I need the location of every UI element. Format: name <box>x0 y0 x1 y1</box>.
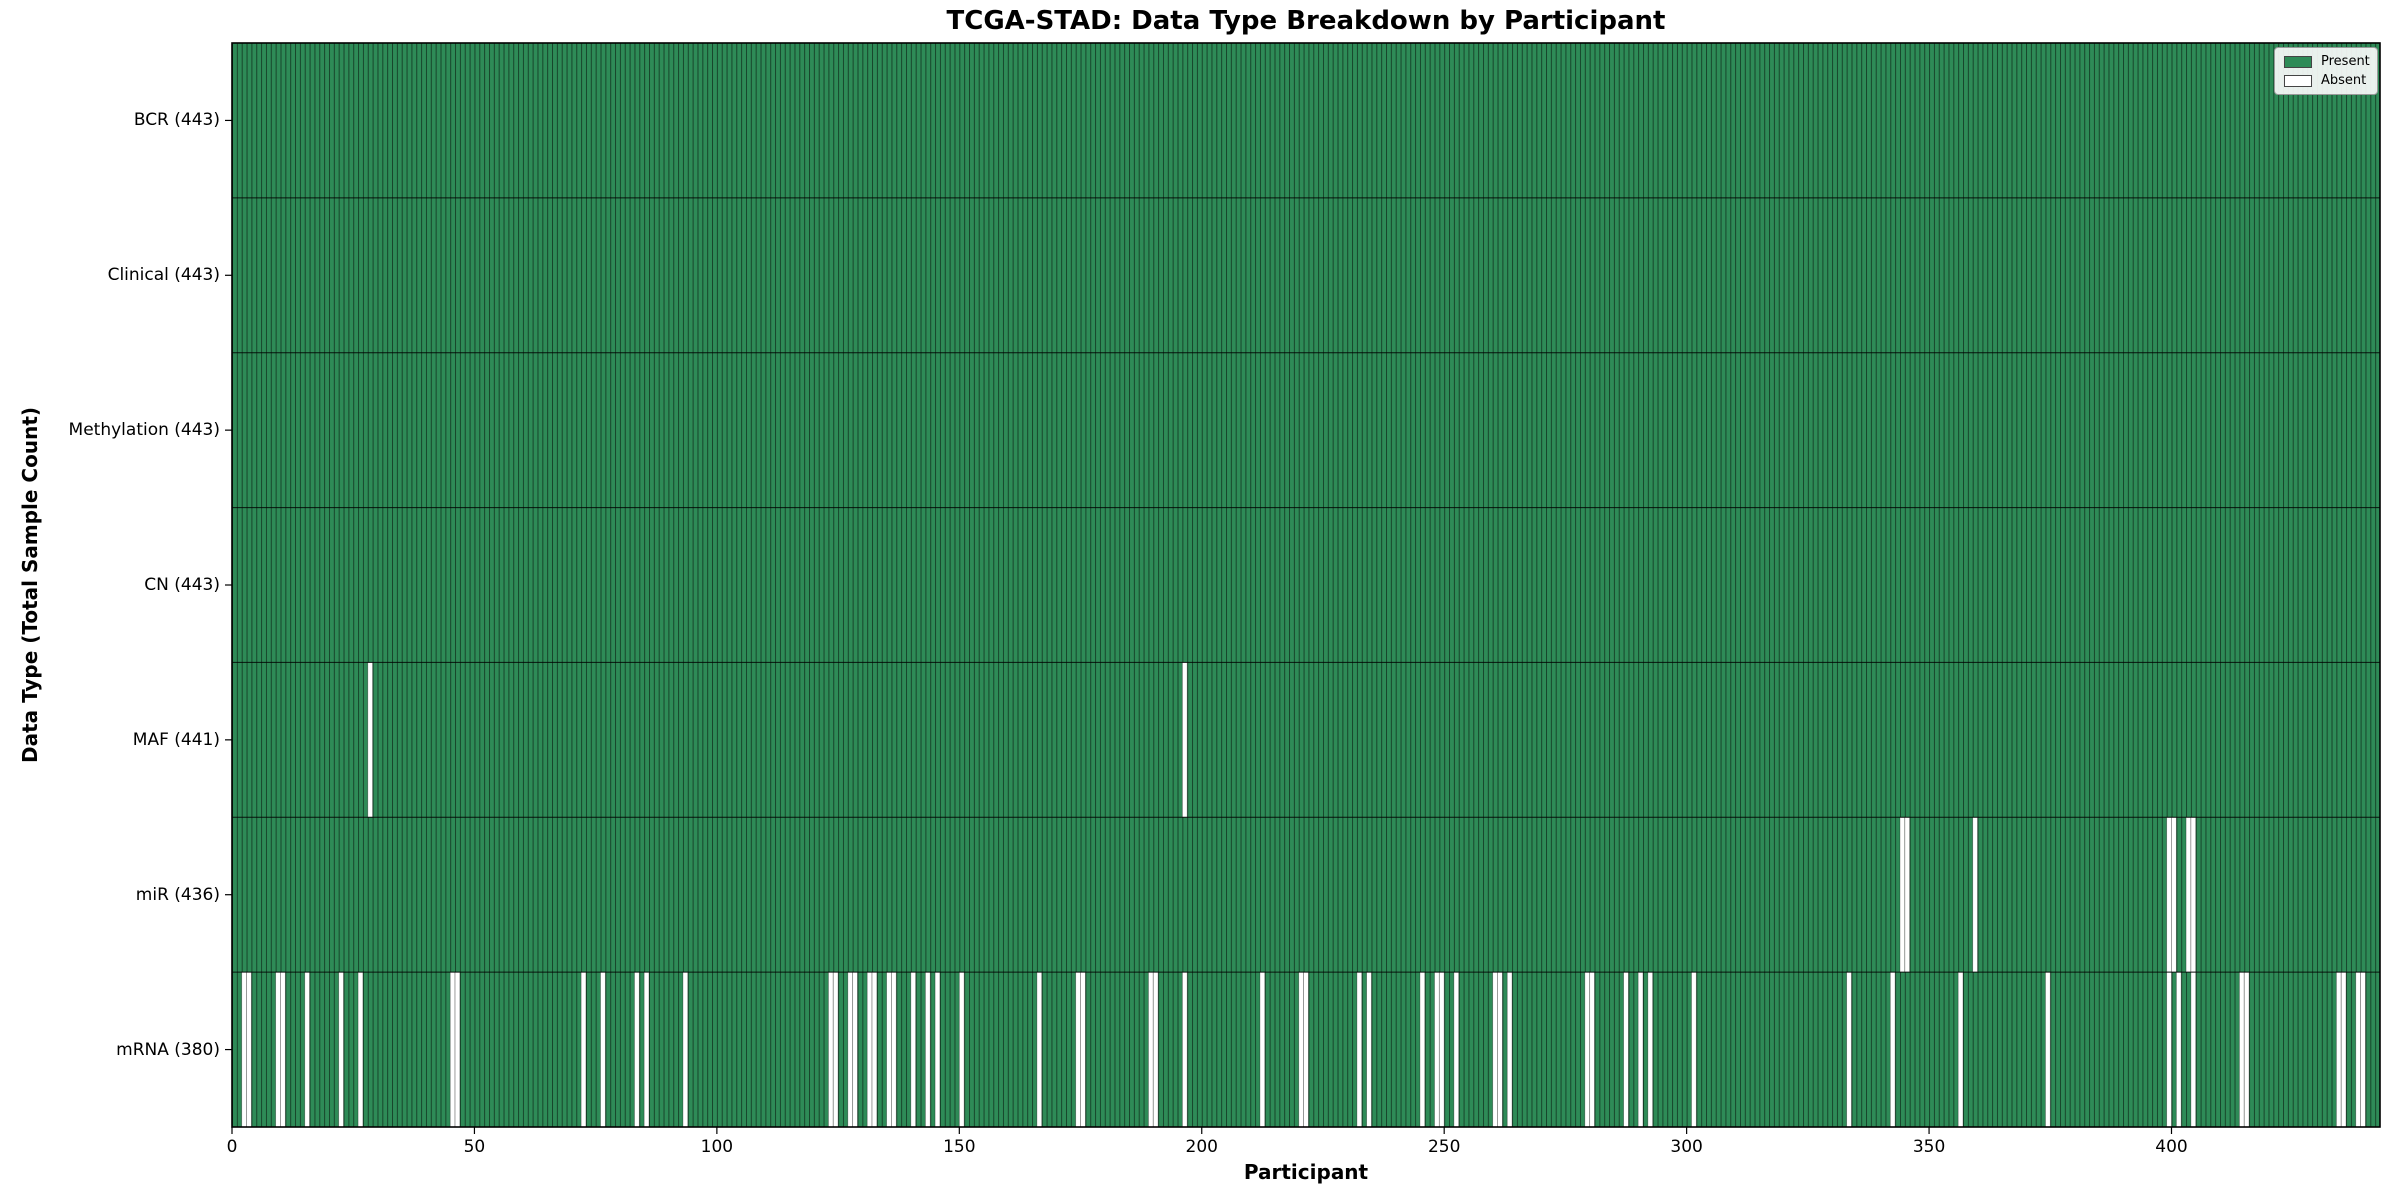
absent-cell <box>934 971 941 1128</box>
absent-cell <box>2190 971 2197 1128</box>
absent-cell <box>1080 971 1086 1128</box>
absent-cell <box>832 971 839 1128</box>
x-tick-label: 400 <box>2155 1137 2188 1157</box>
y-tick-label: MAF (441) <box>132 729 220 750</box>
absent-cell <box>634 971 640 1128</box>
absent-cell <box>1889 971 1896 1128</box>
absent-cell <box>2360 971 2366 1128</box>
legend-absent-swatch <box>2284 74 2312 87</box>
absent-cell <box>1584 971 1591 1128</box>
absent-cell <box>2166 971 2172 1128</box>
absent-cell <box>2190 816 2197 973</box>
absent-cell <box>2340 971 2347 1128</box>
absent-cell <box>338 971 344 1128</box>
absent-cell <box>2185 816 2192 973</box>
absent-cell <box>1181 662 1188 818</box>
x-tick-label: 250 <box>1427 1137 1461 1157</box>
absent-cell <box>1438 971 1445 1128</box>
absent-cell <box>600 971 606 1128</box>
y-tick-label: mRNA (380) <box>116 1039 220 1060</box>
absent-cell <box>1904 816 1911 973</box>
absent-cell <box>1148 971 1154 1128</box>
absent-cell <box>2175 971 2182 1128</box>
x-tick-label: 100 <box>700 1137 734 1157</box>
absent-cell <box>1152 971 1159 1128</box>
absent-cell <box>1298 971 1304 1128</box>
y-tick-label: Clinical (443) <box>107 265 220 286</box>
absent-cell <box>924 971 931 1128</box>
absent-cell <box>886 971 892 1128</box>
absent-cell <box>1497 971 1503 1128</box>
legend-present-label: Present <box>2321 54 2370 69</box>
y-tick-label: Methylation (443) <box>68 420 220 441</box>
legend-present-swatch <box>2284 55 2312 68</box>
absent-cell <box>1303 971 1309 1128</box>
chart-title: TCGA-STAD: Data Type Breakdown by Partic… <box>946 6 1666 36</box>
absent-cell <box>910 971 917 1128</box>
absent-cell <box>682 971 689 1128</box>
absent-cell <box>304 971 310 1128</box>
x-tick-label: 50 <box>463 1137 486 1157</box>
absent-cell <box>1259 971 1266 1128</box>
absent-cell <box>1647 971 1654 1128</box>
absent-cell <box>1356 971 1363 1128</box>
legend-absent-label: Absent <box>2321 73 2367 88</box>
absent-cell <box>1036 971 1043 1128</box>
absent-cell <box>2171 816 2177 973</box>
absent-cell <box>241 971 247 1128</box>
absent-cell <box>1181 971 1188 1128</box>
absent-cell <box>1419 971 1426 1128</box>
x-tick-label: 200 <box>1185 1137 1218 1157</box>
absent-cell <box>891 971 897 1128</box>
absent-cell <box>1637 971 1644 1128</box>
absent-cell <box>643 971 650 1128</box>
y-tick-label: CN (443) <box>144 575 220 595</box>
absent-cell <box>1492 971 1498 1128</box>
absent-cell <box>2243 971 2250 1128</box>
absent-cell <box>871 971 878 1128</box>
absent-cell <box>1366 971 1372 1128</box>
absent-cell <box>275 971 281 1128</box>
x-tick-label: 150 <box>943 1137 976 1157</box>
absent-cell <box>2238 971 2245 1128</box>
absent-cell <box>866 971 873 1128</box>
absent-cell <box>1434 971 1440 1128</box>
absent-cell <box>454 971 461 1128</box>
absent-cell <box>2335 971 2342 1128</box>
legend: Present Absent <box>2274 47 2378 95</box>
absent-cell <box>1691 971 1697 1128</box>
absent-cell <box>1623 971 1629 1128</box>
absent-cell <box>2166 816 2172 973</box>
absent-cell <box>1972 816 1978 973</box>
x-tick-label: 0 <box>226 1137 238 1157</box>
absent-cell <box>1589 971 1595 1128</box>
absent-cell <box>1846 971 1852 1128</box>
absent-cell <box>580 971 587 1128</box>
absent-cell <box>367 662 374 818</box>
absent-cell <box>958 971 965 1128</box>
y-tick-label: BCR (443) <box>133 110 220 131</box>
absent-cell <box>2045 971 2051 1128</box>
y-tick-label: miR (436) <box>135 884 220 905</box>
absent-cell <box>827 971 834 1128</box>
absent-cell <box>246 971 252 1128</box>
absent-cell <box>1957 971 1964 1128</box>
legend-row-present: Present <box>2284 54 2370 69</box>
absent-cell <box>1899 816 1906 973</box>
absent-cell <box>280 971 286 1128</box>
legend-row-absent: Absent <box>2284 74 2368 87</box>
x-axis-label: Participant <box>1243 1160 1369 1184</box>
absent-cell <box>852 971 858 1128</box>
x-tick-label: 350 <box>1912 1137 1946 1157</box>
absent-cell <box>1075 971 1081 1128</box>
absent-cell <box>449 971 456 1128</box>
absent-cell <box>847 971 854 1128</box>
absent-cell <box>1506 971 1513 1128</box>
absent-cell <box>2355 971 2362 1128</box>
x-tick-label: 300 <box>1670 1137 1703 1157</box>
absent-cell <box>1453 971 1460 1128</box>
absent-cell <box>357 971 364 1128</box>
